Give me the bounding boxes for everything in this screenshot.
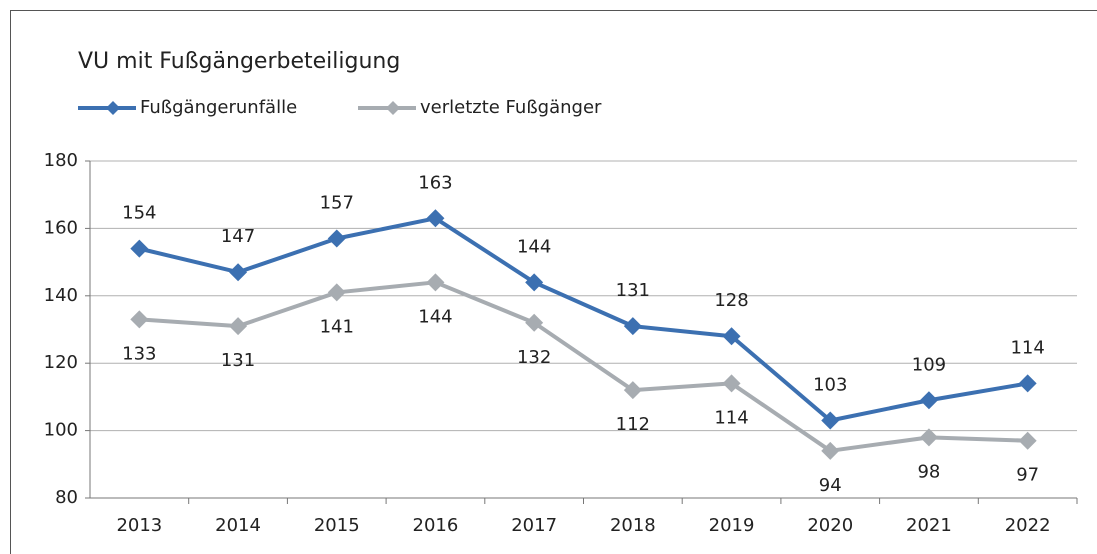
- data-label: 94: [819, 475, 842, 496]
- y-tick-label: 80: [55, 487, 78, 508]
- legend-marker: [106, 101, 120, 115]
- x-tick-label: 2014: [215, 515, 261, 536]
- point-marker: [821, 411, 840, 430]
- data-label: 112: [616, 414, 650, 435]
- data-label: 147: [221, 226, 255, 247]
- x-tick-label: 2019: [709, 515, 755, 536]
- y-tick-label: 140: [44, 285, 78, 306]
- data-label: 114: [1010, 337, 1044, 358]
- data-label: 157: [320, 193, 354, 214]
- x-tick-label: 2017: [511, 515, 557, 536]
- x-tick-label: 2013: [116, 515, 162, 536]
- legend-label: Fußgängerunfälle: [140, 97, 297, 118]
- data-label: 163: [418, 172, 452, 193]
- point-marker: [426, 209, 445, 228]
- point-marker: [229, 317, 248, 336]
- x-tick-label: 2015: [314, 515, 360, 536]
- chart-title: VU mit Fußgängerbeteiligung: [78, 49, 400, 74]
- legend-label: verletzte Fußgänger: [420, 97, 602, 118]
- x-tick-label: 2016: [413, 515, 459, 536]
- point-marker: [426, 273, 445, 292]
- frame: [10, 10, 1097, 554]
- point-marker: [130, 239, 149, 258]
- point-marker: [229, 263, 248, 282]
- data-label: 114: [714, 407, 748, 428]
- point-marker: [919, 428, 938, 447]
- data-label: 132: [517, 347, 551, 368]
- data-label: 98: [917, 461, 940, 482]
- data-label: 131: [616, 280, 650, 301]
- point-marker: [525, 273, 544, 292]
- point-marker: [1018, 431, 1037, 450]
- point-marker: [919, 391, 938, 410]
- point-marker: [1018, 374, 1037, 393]
- point-marker: [525, 313, 544, 332]
- legend-marker: [386, 101, 400, 115]
- y-tick-label: 160: [44, 217, 78, 238]
- x-tick-label: 2018: [610, 515, 656, 536]
- point-marker: [623, 317, 642, 336]
- y-tick-label: 100: [44, 420, 78, 441]
- data-label: 154: [122, 203, 156, 224]
- data-label: 133: [122, 343, 156, 364]
- series-line: [139, 280, 1028, 453]
- data-label: 109: [912, 354, 946, 375]
- point-marker: [821, 441, 840, 460]
- point-marker: [327, 229, 346, 248]
- data-label: 97: [1016, 465, 1039, 486]
- data-label: 103: [813, 374, 847, 395]
- data-label: 144: [517, 236, 551, 257]
- point-marker: [623, 381, 642, 400]
- y-tick-label: 180: [44, 150, 78, 171]
- data-label: 131: [221, 350, 255, 371]
- x-tick-label: 2021: [906, 515, 952, 536]
- data-label: 128: [714, 290, 748, 311]
- point-marker: [722, 374, 741, 393]
- y-tick-label: 120: [44, 352, 78, 373]
- series-line: [138, 216, 1028, 423]
- point-marker: [327, 283, 346, 302]
- data-label: 141: [320, 316, 354, 337]
- data-label: 144: [418, 306, 452, 327]
- x-tick-label: 2020: [807, 515, 853, 536]
- point-marker: [722, 327, 741, 346]
- x-tick-label: 2022: [1005, 515, 1051, 536]
- point-marker: [130, 310, 149, 329]
